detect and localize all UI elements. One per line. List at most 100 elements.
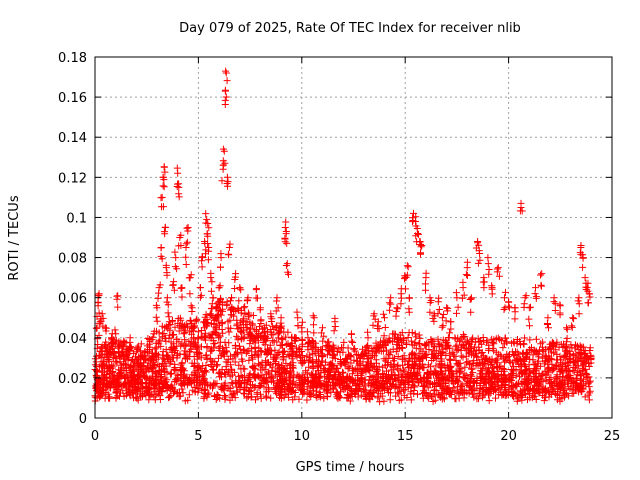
data-point (395, 384, 403, 392)
data-point (403, 262, 411, 270)
data-point (205, 224, 213, 232)
data-point (250, 364, 258, 372)
data-point (516, 373, 523, 381)
data-point (536, 378, 544, 386)
data-point (525, 365, 533, 373)
data-point (175, 193, 183, 201)
data-point (169, 317, 176, 324)
data-point (236, 342, 243, 350)
data-point (217, 311, 225, 319)
data-point (286, 369, 294, 377)
data-point (164, 321, 172, 329)
data-point (361, 382, 369, 390)
data-point (166, 321, 174, 328)
data-point (295, 376, 303, 384)
data-point (556, 311, 564, 319)
data-point (542, 376, 550, 384)
data-point (550, 298, 558, 306)
data-point (453, 372, 461, 380)
data-point (267, 318, 275, 325)
data-point (438, 323, 446, 331)
data-point (577, 350, 585, 358)
data-point (213, 362, 220, 370)
data-point (444, 304, 452, 312)
data-point (202, 362, 210, 369)
data-point (571, 344, 579, 352)
data-point (367, 359, 375, 367)
data-point (309, 337, 317, 345)
data-point (442, 338, 450, 346)
data-point (180, 341, 188, 349)
data-point (164, 325, 172, 333)
data-point (526, 355, 534, 363)
data-point (211, 380, 219, 388)
data-point (369, 321, 377, 329)
data-point (197, 327, 205, 334)
data-point (464, 337, 471, 345)
data-point (412, 213, 420, 221)
data-point (190, 363, 198, 370)
data-point (550, 339, 558, 347)
data-point (371, 352, 379, 360)
data-point (293, 382, 301, 390)
data-point (159, 365, 167, 373)
data-point (167, 370, 175, 377)
data-point (251, 326, 259, 334)
data-point (394, 365, 402, 373)
data-point (188, 308, 196, 315)
data-point (293, 352, 301, 360)
data-point (463, 272, 471, 279)
data-point (189, 327, 197, 335)
data-point (563, 325, 571, 333)
data-point (160, 330, 168, 337)
data-point (432, 368, 440, 376)
data-point (309, 364, 317, 372)
data-point (562, 363, 570, 371)
data-point (422, 340, 430, 348)
data-point (375, 325, 383, 333)
data-point (500, 306, 508, 313)
data-point (397, 380, 405, 388)
data-point (553, 396, 561, 404)
data-point (177, 380, 185, 388)
data-point (202, 368, 210, 376)
data-point (240, 346, 248, 354)
data-point (226, 385, 234, 393)
data-point (532, 335, 540, 343)
data-point (105, 393, 113, 401)
data-point (364, 328, 372, 336)
data-point (186, 328, 194, 336)
data-point (502, 334, 509, 342)
data-point (469, 334, 477, 342)
data-point (190, 369, 198, 377)
data-point (177, 284, 185, 292)
data-point (575, 300, 583, 308)
data-point (387, 294, 395, 302)
data-point (306, 384, 314, 392)
data-point (178, 293, 186, 301)
data-point (447, 318, 455, 326)
data-point (111, 326, 119, 334)
data-point (445, 390, 453, 398)
data-point (170, 331, 178, 338)
data-point (490, 340, 498, 348)
data-point (516, 337, 524, 345)
data-point (348, 337, 356, 345)
data-point (300, 385, 308, 393)
data-point (234, 336, 242, 344)
data-point (501, 371, 509, 379)
data-point (151, 345, 159, 353)
data-point (329, 376, 337, 383)
data-point (389, 345, 397, 353)
data-point (428, 350, 436, 358)
data-point (441, 362, 449, 370)
data-point (387, 389, 394, 397)
data-point (346, 377, 354, 385)
data-point (235, 297, 243, 305)
data-point (568, 322, 576, 330)
data-point (517, 388, 525, 396)
data-point (402, 372, 410, 380)
data-point (350, 345, 358, 353)
data-point (223, 77, 231, 85)
data-point (500, 376, 508, 384)
